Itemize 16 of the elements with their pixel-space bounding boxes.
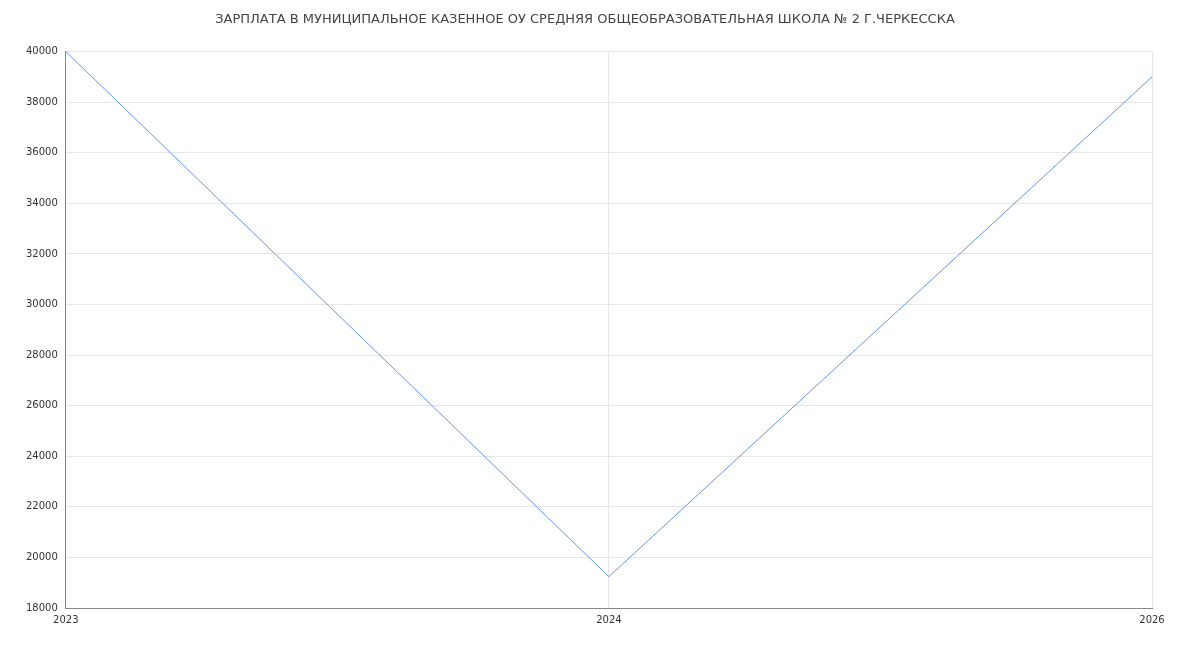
y-tick-label: 40000 — [26, 45, 58, 57]
y-tick-label: 30000 — [26, 298, 58, 310]
x-tick-label: 2026 — [1139, 613, 1165, 625]
y-tick-label: 28000 — [26, 348, 58, 360]
chart-title: ЗАРПЛАТА В МУНИЦИПАЛЬНОЕ КАЗЕННОЕ ОУ СРЕДНЯЯ ОБЩЕОБРАЗОВАТЕЛЬНАЯ ШКОЛА № 2 Г.ЧЕРКЕССКА — [215, 11, 955, 27]
y-tick-label: 36000 — [26, 146, 58, 158]
y-tick-label: 38000 — [26, 95, 58, 107]
y-tick-label: 34000 — [26, 196, 58, 208]
y-tick-label: 24000 — [26, 449, 58, 461]
y-tick-label: 32000 — [26, 247, 58, 259]
x-tick-label: 2023 — [53, 613, 79, 625]
y-tick-label: 26000 — [26, 399, 58, 411]
y-tick-label: 22000 — [26, 500, 58, 512]
y-tick-label: 18000 — [26, 601, 58, 613]
x-tick-label: 2024 — [596, 613, 622, 625]
y-tick-label: 20000 — [26, 551, 58, 563]
